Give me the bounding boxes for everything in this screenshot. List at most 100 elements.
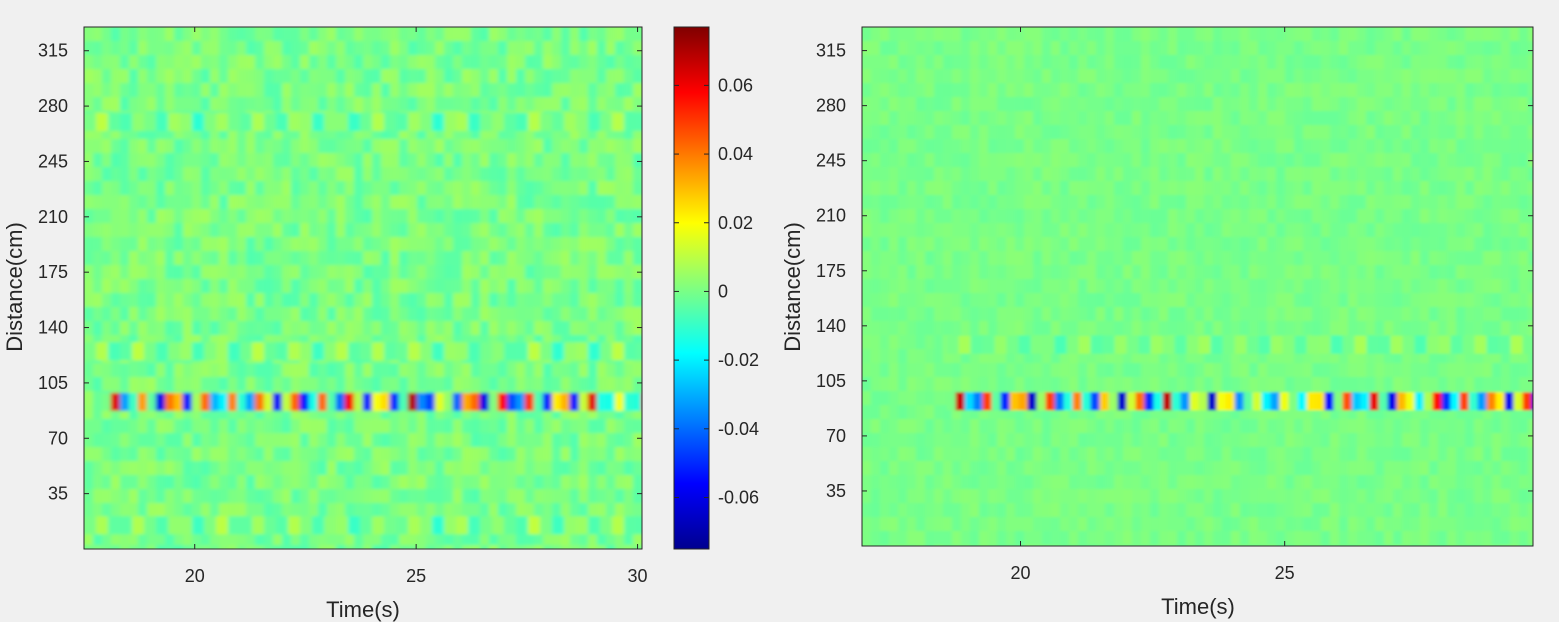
- right-heatmap-cell: [1015, 237, 1025, 252]
- left-heatmap-cell: [129, 167, 139, 182]
- right-heatmap-cell: [1015, 293, 1025, 308]
- left-heatmap-cell: [255, 503, 265, 518]
- right-heatmap-cell: [1087, 321, 1097, 336]
- right-heatmap-cell: [889, 27, 899, 42]
- left-heatmap-cell: [336, 447, 346, 462]
- left-heatmap-cell: [183, 447, 193, 462]
- right-heatmap-cell: [1150, 167, 1160, 182]
- right-heatmap-cell: [1339, 237, 1349, 252]
- right-heatmap-cell: [1249, 83, 1259, 98]
- right-heatmap-cell: [1195, 97, 1205, 112]
- right-heatmap-cell: [1159, 545, 1169, 546]
- left-heatmap-cell: [210, 55, 220, 70]
- right-heatmap-cell: [871, 153, 881, 168]
- left-heatmap-cell: [426, 475, 436, 490]
- left-heatmap-cell: [336, 167, 346, 182]
- left-heatmap-cell: [84, 377, 94, 392]
- left-heatmap-cell: [624, 503, 634, 518]
- right-heatmap-cell: [925, 195, 935, 210]
- left-heatmap-cell: [417, 125, 427, 140]
- left-heatmap-cell: [345, 321, 355, 336]
- left-band-cell: [396, 516, 409, 535]
- right-heatmap-cell: [1015, 433, 1025, 448]
- right-heatmap-cell: [1177, 461, 1187, 476]
- left-heatmap-cell: [327, 181, 337, 196]
- left-heatmap-cell: [516, 363, 526, 378]
- left-heatmap-cell: [192, 27, 202, 42]
- right-heatmap-cell: [1258, 69, 1268, 84]
- left-heatmap-cell: [606, 181, 616, 196]
- right-heatmap-cell: [1051, 349, 1061, 364]
- right-heatmap-cell: [1168, 237, 1178, 252]
- right-heatmap-cell: [898, 27, 908, 42]
- right-heatmap-cell: [880, 83, 890, 98]
- left-heatmap-cell: [156, 55, 166, 70]
- left-band-cell: [452, 392, 463, 411]
- right-heatmap-cell: [997, 153, 1007, 168]
- right-heatmap-cell: [1105, 167, 1115, 182]
- right-heatmap-cell: [970, 83, 980, 98]
- right-heatmap-cell: [1393, 489, 1403, 504]
- left-heatmap-cell: [300, 83, 310, 98]
- left-heatmap-cell: [156, 377, 166, 392]
- right-heatmap-cell: [970, 223, 980, 238]
- right-heatmap-cell: [952, 41, 962, 56]
- left-heatmap-cell: [408, 433, 418, 448]
- right-heatmap-cell: [1123, 265, 1133, 280]
- left-band-cell: [492, 516, 505, 535]
- left-heatmap-cell: [228, 405, 238, 420]
- left-band-cell: [240, 516, 253, 535]
- left-heatmap-cell: [489, 531, 499, 546]
- right-heatmap-cell: [1087, 419, 1097, 434]
- right-heatmap-cell: [1168, 153, 1178, 168]
- left-heatmap-cell: [291, 41, 301, 56]
- right-heatmap-cell: [1069, 461, 1079, 476]
- left-heatmap-cell: [390, 545, 400, 549]
- right-heatmap-cell: [1114, 293, 1124, 308]
- right-heatmap-cell: [925, 363, 935, 378]
- right-heatmap-cell: [997, 545, 1007, 546]
- right-heatmap-cell: [1330, 531, 1340, 546]
- left-heatmap-cell: [300, 405, 310, 420]
- left-heatmap-cell: [120, 531, 130, 546]
- left-heatmap-cell: [597, 139, 607, 154]
- right-heatmap-cell: [1123, 139, 1133, 154]
- left-heatmap-cell: [174, 153, 184, 168]
- right-heatmap-cell: [1231, 139, 1241, 154]
- right-heatmap-cell: [1132, 209, 1142, 224]
- left-heatmap-cell: [318, 321, 328, 336]
- left-band-cell: [416, 392, 427, 411]
- left-heatmap-cell: [345, 363, 355, 378]
- left-heatmap-cell: [102, 405, 112, 420]
- left-band-cell: [479, 392, 490, 411]
- right-heatmap-cell: [1132, 125, 1142, 140]
- left-heatmap-cell: [390, 181, 400, 196]
- right-heatmap-cell: [970, 321, 980, 336]
- right-heatmap-cell: [1195, 41, 1205, 56]
- right-heatmap-cell: [988, 111, 998, 126]
- right-heatmap-cell: [1159, 293, 1169, 308]
- left-heatmap-cell: [426, 83, 436, 98]
- right-heatmap-cell: [1366, 489, 1376, 504]
- left-heatmap-cell: [525, 419, 535, 434]
- right-heatmap-cell: [1015, 181, 1025, 196]
- right-heatmap-cell: [1366, 125, 1376, 140]
- right-heatmap-cell: [952, 83, 962, 98]
- right-heatmap-cell: [1267, 377, 1277, 392]
- right-heatmap-cell: [1096, 265, 1106, 280]
- right-heatmap-cell: [1204, 265, 1214, 280]
- left-heatmap-cell: [201, 377, 211, 392]
- right-heatmap-cell: [1312, 293, 1322, 308]
- right-heatmap-cell: [1294, 349, 1304, 364]
- right-heatmap-cell: [1402, 111, 1412, 126]
- right-heatmap-cell: [970, 181, 980, 196]
- right-heatmap-cell: [1168, 489, 1178, 504]
- left-heatmap-cell: [156, 293, 166, 308]
- right-heatmap-cell: [1303, 349, 1313, 364]
- left-heatmap-cell: [462, 237, 472, 252]
- right-heatmap-cell: [1150, 41, 1160, 56]
- right-heatmap-cell: [970, 195, 980, 210]
- right-heatmap-cell: [1060, 111, 1070, 126]
- left-heatmap-cell: [408, 307, 418, 322]
